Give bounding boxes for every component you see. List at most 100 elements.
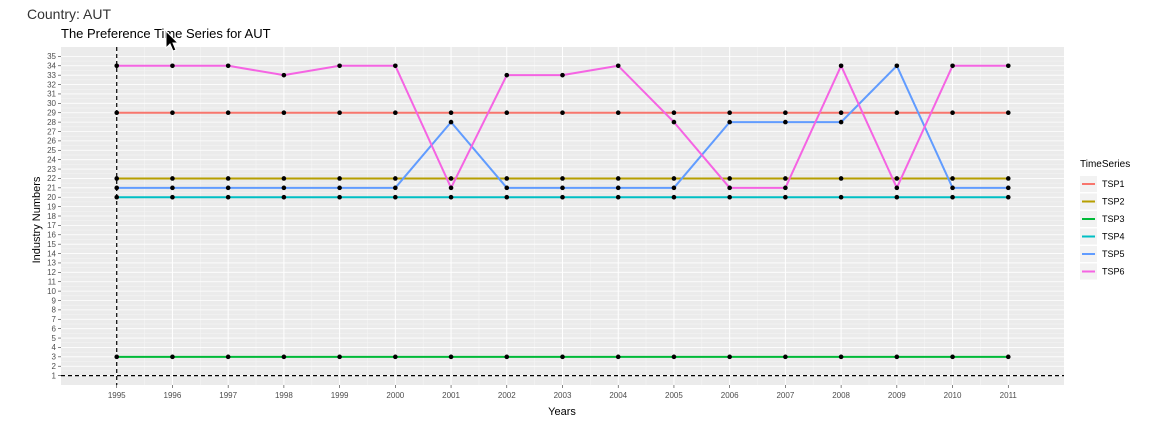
data-point-tsp2 — [448, 176, 454, 181]
x-tick-label: 2007 — [776, 391, 794, 400]
y-tick-label: 12 — [47, 268, 56, 277]
data-point-tsp4 — [950, 194, 955, 200]
x-tick-label: 2005 — [665, 391, 683, 400]
data-point-tsp2 — [504, 176, 510, 181]
data-point-tsp4 — [671, 194, 677, 200]
data-point-tsp5 — [838, 119, 844, 125]
data-point-tsp6 — [560, 72, 565, 78]
data-point-tsp2 — [783, 176, 788, 181]
data-point-tsp6 — [838, 63, 844, 69]
y-tick-label: 13 — [47, 259, 56, 268]
legend-title: TimeSeries — [1080, 159, 1130, 170]
y-tick-label: 17 — [47, 221, 56, 230]
data-point-tsp6 — [114, 63, 120, 69]
data-point-tsp2 — [615, 176, 621, 181]
x-tick-label: 2011 — [1000, 391, 1018, 400]
data-point-tsp3 — [393, 354, 398, 360]
y-tick-label: 3 — [52, 353, 57, 362]
data-point-tsp5 — [281, 185, 287, 191]
data-point-tsp4 — [448, 194, 454, 200]
data-point-tsp3 — [337, 354, 342, 360]
data-point-tsp6 — [170, 63, 175, 69]
y-tick-label: 6 — [52, 324, 57, 333]
data-point-tsp6 — [727, 185, 732, 191]
data-point-tsp6 — [950, 63, 955, 69]
data-point-tsp1 — [838, 110, 844, 116]
data-point-tsp5 — [114, 185, 120, 191]
y-tick-label: 23 — [47, 165, 56, 174]
data-point-tsp4 — [504, 194, 510, 200]
data-point-tsp1 — [448, 110, 454, 116]
data-point-tsp3 — [615, 354, 621, 360]
data-point-tsp3 — [950, 354, 955, 360]
data-point-tsp1 — [170, 110, 175, 116]
y-tick-label: 35 — [47, 52, 56, 61]
country-label: Country: AUT — [27, 6, 112, 22]
y-tick-label: 16 — [47, 231, 56, 240]
data-point-tsp2 — [560, 176, 565, 181]
data-point-tsp5 — [225, 185, 231, 191]
data-point-tsp3 — [281, 354, 287, 360]
data-point-tsp1 — [281, 110, 287, 116]
y-tick-label: 31 — [47, 90, 56, 99]
data-point-tsp5 — [448, 119, 454, 125]
data-point-tsp2 — [1005, 176, 1011, 181]
data-point-tsp6 — [393, 63, 398, 69]
y-tick-label: 11 — [48, 278, 57, 287]
data-point-tsp2 — [281, 176, 287, 181]
data-point-tsp5 — [337, 185, 342, 191]
data-point-tsp4 — [727, 194, 732, 200]
data-point-tsp4 — [560, 194, 565, 200]
y-tick-label: 27 — [47, 127, 56, 136]
x-tick-label: 1999 — [331, 391, 349, 400]
x-tick-label: 2001 — [442, 391, 460, 400]
y-tick-label: 32 — [47, 80, 56, 89]
y-tick-label: 2 — [52, 362, 57, 371]
data-point-tsp1 — [504, 110, 510, 116]
data-point-tsp3 — [170, 354, 175, 360]
data-point-tsp2 — [225, 176, 231, 181]
data-point-tsp1 — [950, 110, 955, 116]
data-point-tsp5 — [783, 119, 788, 125]
data-point-tsp3 — [894, 354, 900, 360]
data-point-tsp2 — [337, 176, 342, 181]
legend-label-tsp1: TSP1 — [1102, 179, 1125, 189]
data-point-tsp3 — [114, 354, 120, 360]
data-point-tsp5 — [950, 185, 955, 191]
data-point-tsp3 — [783, 354, 788, 360]
y-tick-label: 15 — [47, 240, 56, 249]
y-tick-label: 34 — [47, 62, 56, 71]
data-point-tsp3 — [225, 354, 231, 360]
y-tick-label: 28 — [47, 118, 56, 127]
y-tick-label: 9 — [52, 296, 57, 305]
data-point-tsp5 — [560, 185, 565, 191]
data-point-tsp4 — [337, 194, 342, 200]
series-points — [114, 63, 1011, 360]
y-tick-label: 21 — [47, 184, 56, 193]
y-axis: 1234567891011121314151617181920212223242… — [47, 52, 61, 380]
data-point-tsp4 — [225, 194, 231, 200]
data-point-tsp5 — [504, 185, 510, 191]
data-point-tsp3 — [504, 354, 510, 360]
data-point-tsp5 — [727, 119, 732, 125]
x-tick-label: 2009 — [888, 391, 906, 400]
data-point-tsp4 — [114, 194, 120, 200]
x-tick-label: 2006 — [721, 391, 739, 400]
data-point-tsp3 — [671, 354, 677, 360]
x-axis: 1995 1996 1997 1998 1999 2000 2001 2002 2003 2004… — [108, 385, 1018, 400]
data-point-tsp1 — [727, 110, 732, 116]
legend-label-tsp5: TSP5 — [1102, 249, 1125, 259]
data-point-tsp3 — [838, 354, 844, 360]
data-point-tsp1 — [894, 110, 900, 116]
data-point-tsp4 — [393, 194, 398, 200]
data-point-tsp2 — [727, 176, 732, 181]
data-point-tsp6 — [894, 185, 900, 191]
x-tick-label: 2003 — [554, 391, 572, 400]
data-point-tsp4 — [894, 194, 900, 200]
data-point-tsp4 — [783, 194, 788, 200]
data-point-tsp4 — [281, 194, 287, 200]
data-point-tsp3 — [560, 354, 565, 360]
reference-lines — [61, 47, 1064, 385]
legend-label-tsp2: TSP2 — [1102, 197, 1125, 207]
